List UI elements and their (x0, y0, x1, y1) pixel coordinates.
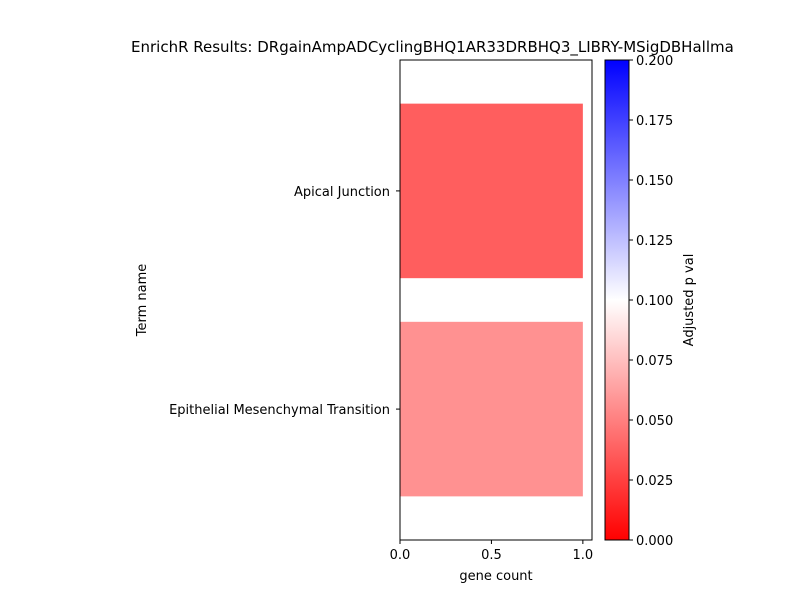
plot-area (400, 103, 583, 497)
chart-title: EnrichR Results: DRgainAmpADCyclingBHQ1A… (131, 38, 734, 57)
colorbar-tick-label: 0.025 (636, 474, 673, 489)
x-tick-label: 0.5 (481, 548, 502, 563)
colorbar-tick-label: 0.075 (636, 354, 673, 369)
x-axis-label: gene count (459, 569, 532, 584)
x-tick-label: 0.0 (390, 548, 411, 563)
y-axis-label: Term name (135, 264, 150, 338)
colorbar-tick-label: 0.000 (636, 534, 673, 549)
bar (400, 103, 583, 279)
colorbar-tick-label: 0.200 (636, 54, 673, 69)
colorbar-ticks: 0.000 0.025 0.050 0.075 0.100 0.125 0.150 0.175… (629, 54, 673, 549)
colorbar-tick-label: 0.050 (636, 414, 673, 429)
y-tick-label: Apical Junction (294, 185, 390, 200)
colorbar-tick-label: 0.175 (636, 114, 673, 129)
x-tick-label: 1.0 (573, 548, 594, 563)
colorbar-tick-label: 0.100 (636, 294, 673, 309)
x-axis: 0.0 0.5 1.0 (390, 540, 594, 563)
plot-frame (399, 59, 593, 541)
colorbar-tick-label: 0.150 (636, 174, 673, 189)
colorbar (604, 59, 630, 541)
colorbar-label: Adjusted p val (682, 254, 697, 347)
y-tick-label: Epithelial Mesenchymal Transition (169, 403, 390, 418)
colorbar-tick-label: 0.125 (636, 234, 673, 249)
y-axis: Apical Junction Epithelial Mesenchymal Tr… (169, 185, 400, 418)
bar (400, 321, 583, 497)
